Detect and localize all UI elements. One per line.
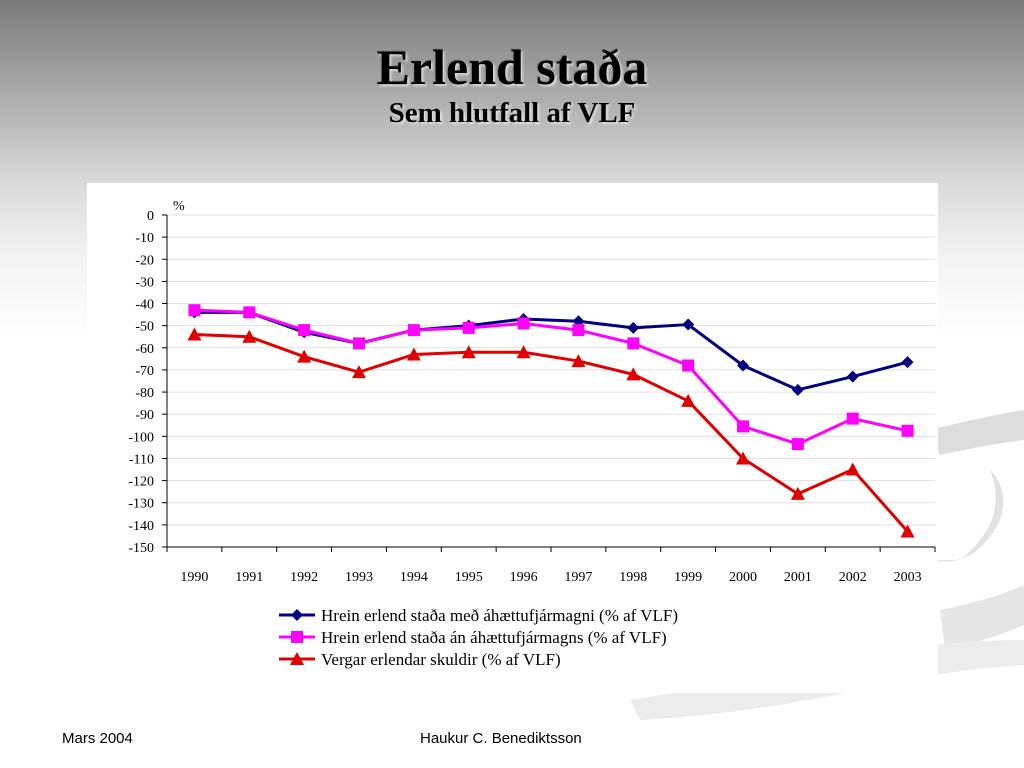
y-tick-label: -30 [135, 275, 154, 290]
series-line-2 [194, 308, 908, 446]
series-2-point [846, 412, 859, 425]
y-tick-label: -140 [128, 519, 154, 534]
x-tick-label: 1998 [619, 570, 647, 585]
y-tick-label: -10 [135, 231, 154, 246]
title-block: Erlend staða Sem hlutfall af VLF [0, 40, 1024, 130]
y-tick-label: -150 [128, 541, 154, 556]
series-3-point [297, 349, 312, 363]
legend-marker-2 [291, 631, 303, 643]
y-tick-label: -130 [128, 497, 154, 512]
series-1-point [901, 356, 914, 369]
y-tick-label: -40 [135, 298, 154, 313]
x-tick-label: 1996 [510, 570, 538, 585]
legend-marker-3 [290, 652, 304, 665]
series-1-point [682, 318, 695, 331]
series-2-point [627, 337, 640, 350]
y-tick-label: -70 [135, 364, 154, 379]
y-tick-label: -60 [135, 342, 154, 357]
series-2-point [572, 324, 585, 337]
series-3-point [516, 345, 531, 359]
y-unit-label: % [173, 199, 185, 214]
series-1-point [846, 370, 859, 383]
series-line-1 [194, 310, 908, 392]
x-tick-label: 1994 [400, 570, 428, 585]
legend-label-3: Vergar erlendar skuldir (% af VLF) [321, 650, 561, 669]
series-2-point [353, 337, 365, 350]
series-2-point [517, 317, 530, 330]
series-3-point [900, 524, 915, 538]
legend-label-2: Hrein erlend staða án áhættufjármagns (%… [321, 628, 667, 647]
x-tick-label: 2002 [839, 570, 867, 585]
series-3-point [571, 354, 586, 368]
x-tick-label: 1993 [345, 570, 373, 585]
chart-area [87, 183, 938, 693]
y-tick-label: -50 [135, 320, 154, 335]
x-tick-label: 2003 [894, 570, 922, 585]
x-tick-label: 2000 [729, 570, 757, 585]
series-2-point [243, 306, 256, 319]
x-tick-label: 1991 [235, 570, 263, 585]
y-tick-label: -80 [135, 386, 154, 401]
line-chart: 0 -10 -20 -30 -40 -50 -60 -70 -80 -90 -100 -110 -120… [128, 199, 936, 669]
x-tick-label: 1990 [180, 570, 208, 585]
footer-date: Mars 2004 [62, 730, 133, 747]
series-3-point [461, 345, 476, 359]
y-tick-label: -90 [135, 408, 154, 423]
y-tick-label: -100 [128, 430, 154, 445]
series-3-point [845, 462, 860, 476]
series-2-point [682, 359, 695, 372]
series-3-point [681, 393, 696, 407]
y-tick-label: 0 [147, 209, 154, 224]
series-3-point [187, 327, 202, 341]
x-tick-label: 1992 [290, 570, 318, 585]
series-2-point [298, 324, 311, 337]
series-3-point [736, 451, 750, 465]
series-3-point [406, 347, 421, 361]
slide-subtitle: Sem hlutfall af VLF [388, 97, 636, 129]
y-tick-label: -110 [129, 452, 154, 467]
series-3-point [790, 486, 805, 500]
x-tick-label: 1999 [674, 570, 702, 585]
series-3-point [626, 367, 641, 381]
y-tick-label: -20 [135, 253, 154, 268]
slide-title: Erlend staða [376, 39, 648, 95]
series-line-3 [194, 333, 909, 533]
series-2-point [791, 438, 804, 451]
series-1-point [627, 321, 640, 334]
y-tick-label: -120 [128, 475, 154, 490]
legend-marker-1 [291, 609, 303, 621]
series-3-point [352, 365, 366, 379]
series-1-point [737, 359, 749, 372]
x-tick-label: 1997 [564, 570, 592, 585]
series-2-point [462, 321, 475, 334]
series-1-point [791, 383, 804, 396]
x-tick-label: 1995 [455, 570, 483, 585]
series-2-point [188, 304, 201, 317]
series-2-point [901, 424, 914, 437]
legend-label-1: Hrein erlend staða með áhættufjármagni (… [321, 606, 678, 625]
x-tick-label: 2001 [784, 570, 812, 585]
series-2-point [737, 420, 749, 433]
series-3-point [242, 329, 257, 343]
series-2-point [407, 324, 420, 337]
footer-author: Haukur C. Benediktsson [420, 730, 582, 747]
